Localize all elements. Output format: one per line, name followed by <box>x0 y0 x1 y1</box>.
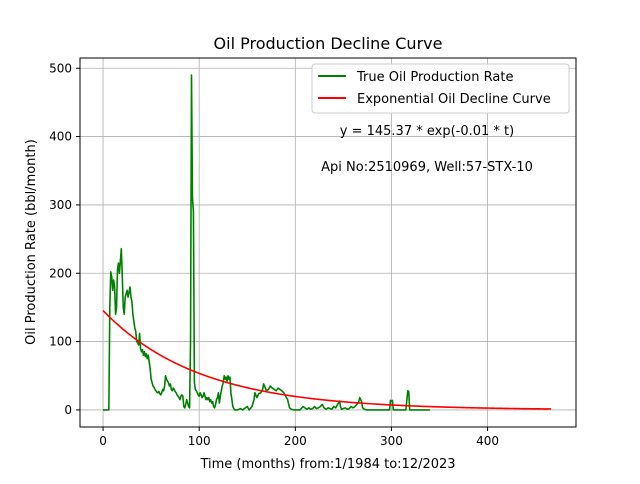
series-layer <box>102 74 552 411</box>
true-oil-production-line <box>103 74 430 411</box>
chart-title: Oil Production Decline Curve <box>214 34 443 53</box>
x-axis-label: Time (months) from:1/1984 to:12/2023 <box>199 457 455 472</box>
legend-label-true-oil: True Oil Production Rate <box>356 70 513 85</box>
y-tick-label: 200 <box>49 266 72 280</box>
x-tick-label: 300 <box>380 434 403 448</box>
well-annotation: Api No:2510969, Well:57-STX-10 <box>321 160 533 175</box>
x-tick-label: 400 <box>476 434 499 448</box>
legend-box <box>311 63 570 114</box>
y-tick-label: 300 <box>49 198 72 212</box>
x-tick-label: 200 <box>284 434 307 448</box>
exponential-decline-line <box>102 310 552 410</box>
x-tick-label: 0 <box>99 434 107 448</box>
x-tick-label: 100 <box>188 434 211 448</box>
equation-annotation: y = 145.37 * exp(-0.01 * t) <box>340 124 514 139</box>
legend: True Oil Production Rate Exponential Oil… <box>311 63 570 114</box>
y-axis-label: Oil Production Rate (bbl/month) <box>24 139 39 345</box>
y-tick-label: 100 <box>49 335 72 349</box>
plot-frame <box>79 57 577 428</box>
y-tick-label: 500 <box>49 61 72 75</box>
y-tick-label: 0 <box>64 403 72 417</box>
legend-label-exponential: Exponential Oil Decline Curve <box>357 92 551 107</box>
y-tick-label: 400 <box>49 130 72 144</box>
tick-layer: 0 100 200 300 400 0 100 200 300 400 500 <box>49 61 499 448</box>
